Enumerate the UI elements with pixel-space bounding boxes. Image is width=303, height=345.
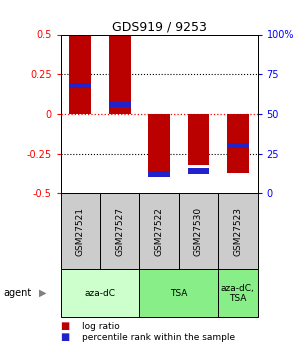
Title: GDS919 / 9253: GDS919 / 9253 — [112, 20, 207, 33]
Bar — [188, 114, 209, 165]
Bar — [100, 193, 139, 269]
Text: GSM27522: GSM27522 — [155, 207, 164, 256]
Bar — [109, 34, 131, 114]
Text: GSM27523: GSM27523 — [233, 207, 242, 256]
Bar — [227, 114, 249, 172]
Bar — [61, 269, 139, 317]
Bar — [218, 269, 258, 317]
Bar — [69, 34, 91, 114]
Bar — [179, 193, 218, 269]
Bar — [109, 101, 131, 107]
Bar — [148, 171, 170, 177]
Bar — [69, 82, 91, 88]
Bar — [139, 269, 218, 317]
Text: GSM27527: GSM27527 — [115, 207, 124, 256]
Bar — [148, 114, 170, 172]
Bar — [61, 193, 100, 269]
Text: ■: ■ — [61, 321, 70, 331]
Bar — [227, 143, 249, 148]
Text: aza-dC,
TSA: aza-dC, TSA — [221, 284, 255, 303]
Text: TSA: TSA — [170, 289, 188, 298]
Bar — [139, 193, 179, 269]
Bar — [188, 168, 209, 174]
Text: aza-dC: aza-dC — [85, 289, 115, 298]
Text: log ratio: log ratio — [82, 322, 120, 331]
Text: GSM27530: GSM27530 — [194, 207, 203, 256]
Text: agent: agent — [3, 288, 31, 298]
Text: ▶: ▶ — [39, 288, 47, 298]
Text: percentile rank within the sample: percentile rank within the sample — [82, 333, 235, 342]
Text: ■: ■ — [61, 333, 70, 342]
Text: GSM27521: GSM27521 — [76, 207, 85, 256]
Bar — [218, 193, 258, 269]
